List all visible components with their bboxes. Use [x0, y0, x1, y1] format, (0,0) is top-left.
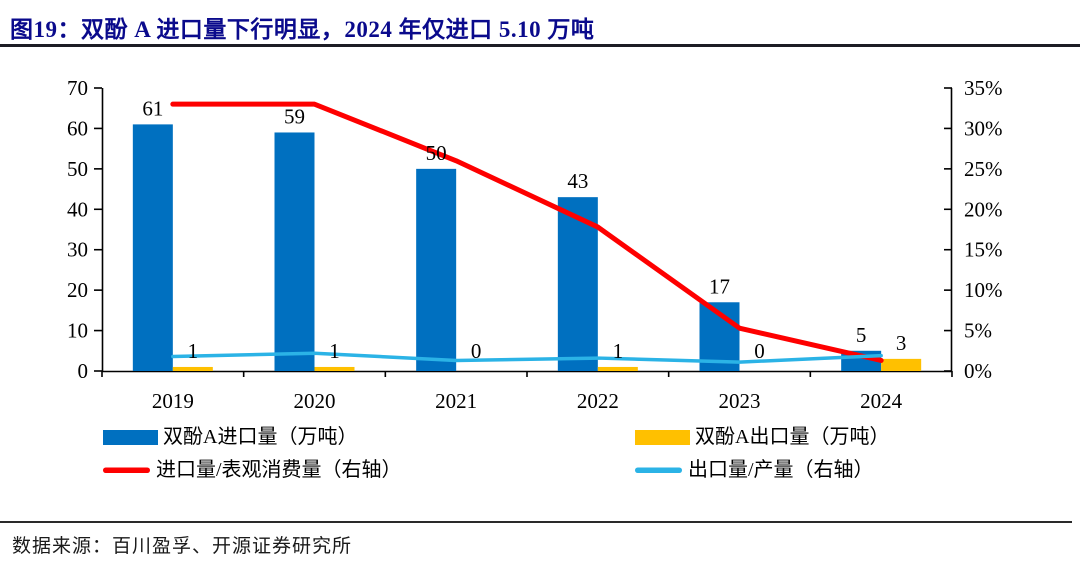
legend-label: 双酚A进口量（万吨）	[163, 425, 357, 448]
x-axis-category-label: 2019	[152, 389, 194, 413]
left-axis-tick-label: 60	[67, 116, 88, 140]
bar-export-2020	[314, 366, 355, 371]
bar-export-2019	[172, 366, 213, 371]
legend-line-line_cyan	[635, 467, 682, 473]
left-axis-tick-label: 0	[78, 359, 89, 383]
figure-title: 图19：双酚 A 进口量下行明显，2024 年仅进口 5.10 万吨	[10, 17, 595, 42]
bar-data-label: 43	[567, 169, 588, 193]
legend-line-line_red	[103, 467, 150, 473]
x-axis-category-label: 2023	[719, 389, 761, 413]
import-consumption-ratio-line	[170, 101, 884, 363]
right-axis-tick-label: 25%	[964, 157, 1003, 181]
right-axis-tick-label: 0%	[964, 359, 992, 383]
bar-data-label: 59	[284, 104, 305, 128]
data-source: 数据来源：百川盈孚、开源证券研究所	[12, 536, 353, 557]
bar-data-label: 5	[856, 323, 867, 347]
left-axis-tick-label: 20	[67, 278, 88, 302]
x-axis-category-label: 2020	[294, 389, 336, 413]
left-axis-tick-label: 30	[67, 238, 88, 262]
combo-chart: 0102030405060700%5%10%15%20%25%30%35%201…	[67, 76, 1003, 481]
bar-data-label: 17	[709, 274, 730, 298]
bar-export-2024	[881, 358, 922, 371]
bar-data-label: 0	[471, 339, 482, 363]
x-axis-category-label: 2022	[577, 389, 619, 413]
legend-label: 双酚A出口量（万吨）	[695, 425, 889, 448]
right-axis-tick-label: 20%	[964, 197, 1003, 221]
bar-data-label: 0	[754, 339, 765, 363]
bar-data-label: 1	[188, 339, 199, 363]
title-divider	[0, 44, 1080, 47]
legend-swatch-bar_yellow	[635, 430, 690, 445]
right-axis-tick-label: 10%	[964, 278, 1003, 302]
left-axis-tick-label: 10	[67, 319, 88, 343]
right-axis-tick-label: 15%	[964, 238, 1003, 262]
left-axis-tick-label: 40	[67, 197, 88, 221]
bar-data-label: 50	[426, 141, 447, 165]
legend-label: 出口量/产量（右轴）	[688, 458, 874, 481]
left-axis-tick-label: 50	[67, 157, 88, 181]
footer-divider	[0, 521, 1072, 523]
legend-label: 进口量/表观消费量（右轴）	[156, 458, 402, 481]
bar-export-2022	[597, 366, 638, 371]
bar-data-label: 1	[329, 339, 340, 363]
left-axis-tick-label: 70	[67, 76, 88, 100]
bar-data-label: 1	[613, 339, 624, 363]
x-axis-category-label: 2021	[435, 389, 477, 413]
bar-import-2021	[416, 168, 457, 371]
bar-import-2020	[274, 132, 315, 371]
right-axis-tick-label: 35%	[964, 76, 1003, 100]
bar-data-label: 61	[142, 96, 163, 120]
right-axis-tick-label: 5%	[964, 319, 992, 343]
bar-import-2019	[132, 124, 173, 371]
x-axis-category-label: 2024	[860, 389, 903, 413]
export-production-ratio-line	[171, 351, 883, 364]
bar-data-label: 3	[896, 331, 907, 355]
right-axis-tick-label: 30%	[964, 116, 1003, 140]
legend-swatch-bar_blue	[103, 430, 158, 445]
